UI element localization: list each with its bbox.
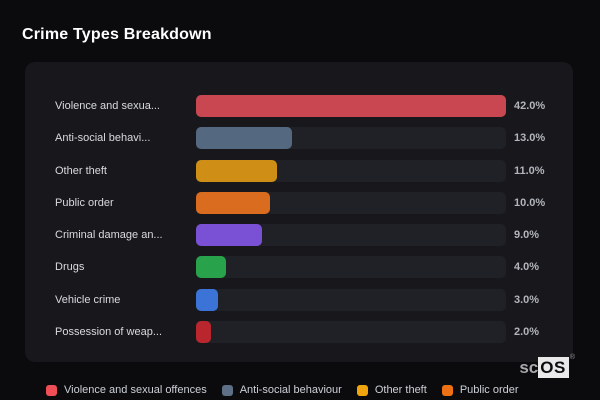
bar-anti-social-behaviour[interactable] <box>196 127 292 150</box>
category-label: Violence and sexua... <box>55 100 160 112</box>
bar-track <box>196 191 506 214</box>
value-label: 10.0% <box>514 196 546 209</box>
legend-label: Violence and sexual offences <box>64 384 207 396</box>
legend-swatch <box>441 384 453 396</box>
legend-swatch <box>221 384 233 396</box>
legend-item-public-order[interactable]: Public order <box>441 384 519 396</box>
category-label: Drugs <box>55 261 85 274</box>
page-title: Crime Types Breakdown <box>22 26 212 43</box>
bar-row: Anti-social behavi... 13.0% <box>25 127 573 150</box>
bar-public-order[interactable] <box>196 191 270 214</box>
legend-swatch <box>356 384 368 396</box>
legend-label: Anti-social behaviour <box>239 384 342 396</box>
legend-item-violence-sexual-offences[interactable]: Violence and sexual offences <box>46 384 207 396</box>
legend-swatch <box>46 384 57 396</box>
category-label: Criminal damage an... <box>55 229 163 242</box>
scos-logo: sc OS ® <box>519 354 575 378</box>
registered-trademark-icon: ® <box>569 354 575 361</box>
bar-drugs[interactable] <box>196 256 226 279</box>
bar-other-theft[interactable] <box>196 159 278 182</box>
value-label: 9.0% <box>514 229 540 242</box>
value-label: 3.0% <box>514 293 540 306</box>
bar-criminal-damage[interactable] <box>196 224 263 247</box>
scos-logo-box: OS <box>538 357 569 378</box>
value-label: 11.0% <box>514 164 545 177</box>
legend-item-anti-social-behaviour[interactable]: Anti-social behaviour <box>221 384 342 396</box>
bar-row: Drugs 4.0% <box>25 256 573 279</box>
bar-track <box>196 224 506 247</box>
bar-track <box>196 288 506 311</box>
bar-possession-of-weapons[interactable] <box>196 321 211 344</box>
legend-label: Other theft <box>374 384 427 396</box>
category-label: Public order <box>55 196 114 209</box>
category-label: Other theft <box>55 164 107 177</box>
bar-track <box>196 95 506 117</box>
bar-row: Criminal damage an... 9.0% <box>25 224 573 247</box>
scos-logo-prefix: sc <box>519 358 539 377</box>
value-label: 4.0% <box>514 261 540 274</box>
value-label: 42.0% <box>514 100 546 112</box>
bar-track <box>196 159 506 182</box>
category-label: Possession of weap... <box>55 326 163 339</box>
bar-track <box>196 127 506 150</box>
chart-legend: Violence and sexual offences Anti-social… <box>46 384 600 396</box>
bar-row: Possession of weap... 2.0% <box>25 321 573 344</box>
bar-row: Vehicle crime 3.0% <box>25 288 573 311</box>
bar-track <box>196 256 506 279</box>
legend-item-other-theft[interactable]: Other theft <box>356 384 427 396</box>
value-label: 2.0% <box>514 326 540 339</box>
bar-violence-sexual-offences[interactable] <box>196 95 506 117</box>
category-label: Anti-social behavi... <box>55 132 151 145</box>
value-label: 13.0% <box>514 132 546 145</box>
chart-panel: Violence and sexua... 42.0% Anti-social … <box>25 62 573 362</box>
bar-chart: Violence and sexua... 42.0% Anti-social … <box>25 62 573 344</box>
category-label: Vehicle crime <box>55 293 121 306</box>
bar-row: Public order 10.0% <box>25 191 573 214</box>
legend-label: Public order <box>459 384 519 396</box>
bar-row: Other theft 11.0% <box>25 159 573 182</box>
bar-vehicle-crime[interactable] <box>196 288 219 311</box>
bar-row: Violence and sexua... 42.0% <box>25 95 573 117</box>
bar-track <box>196 321 506 344</box>
